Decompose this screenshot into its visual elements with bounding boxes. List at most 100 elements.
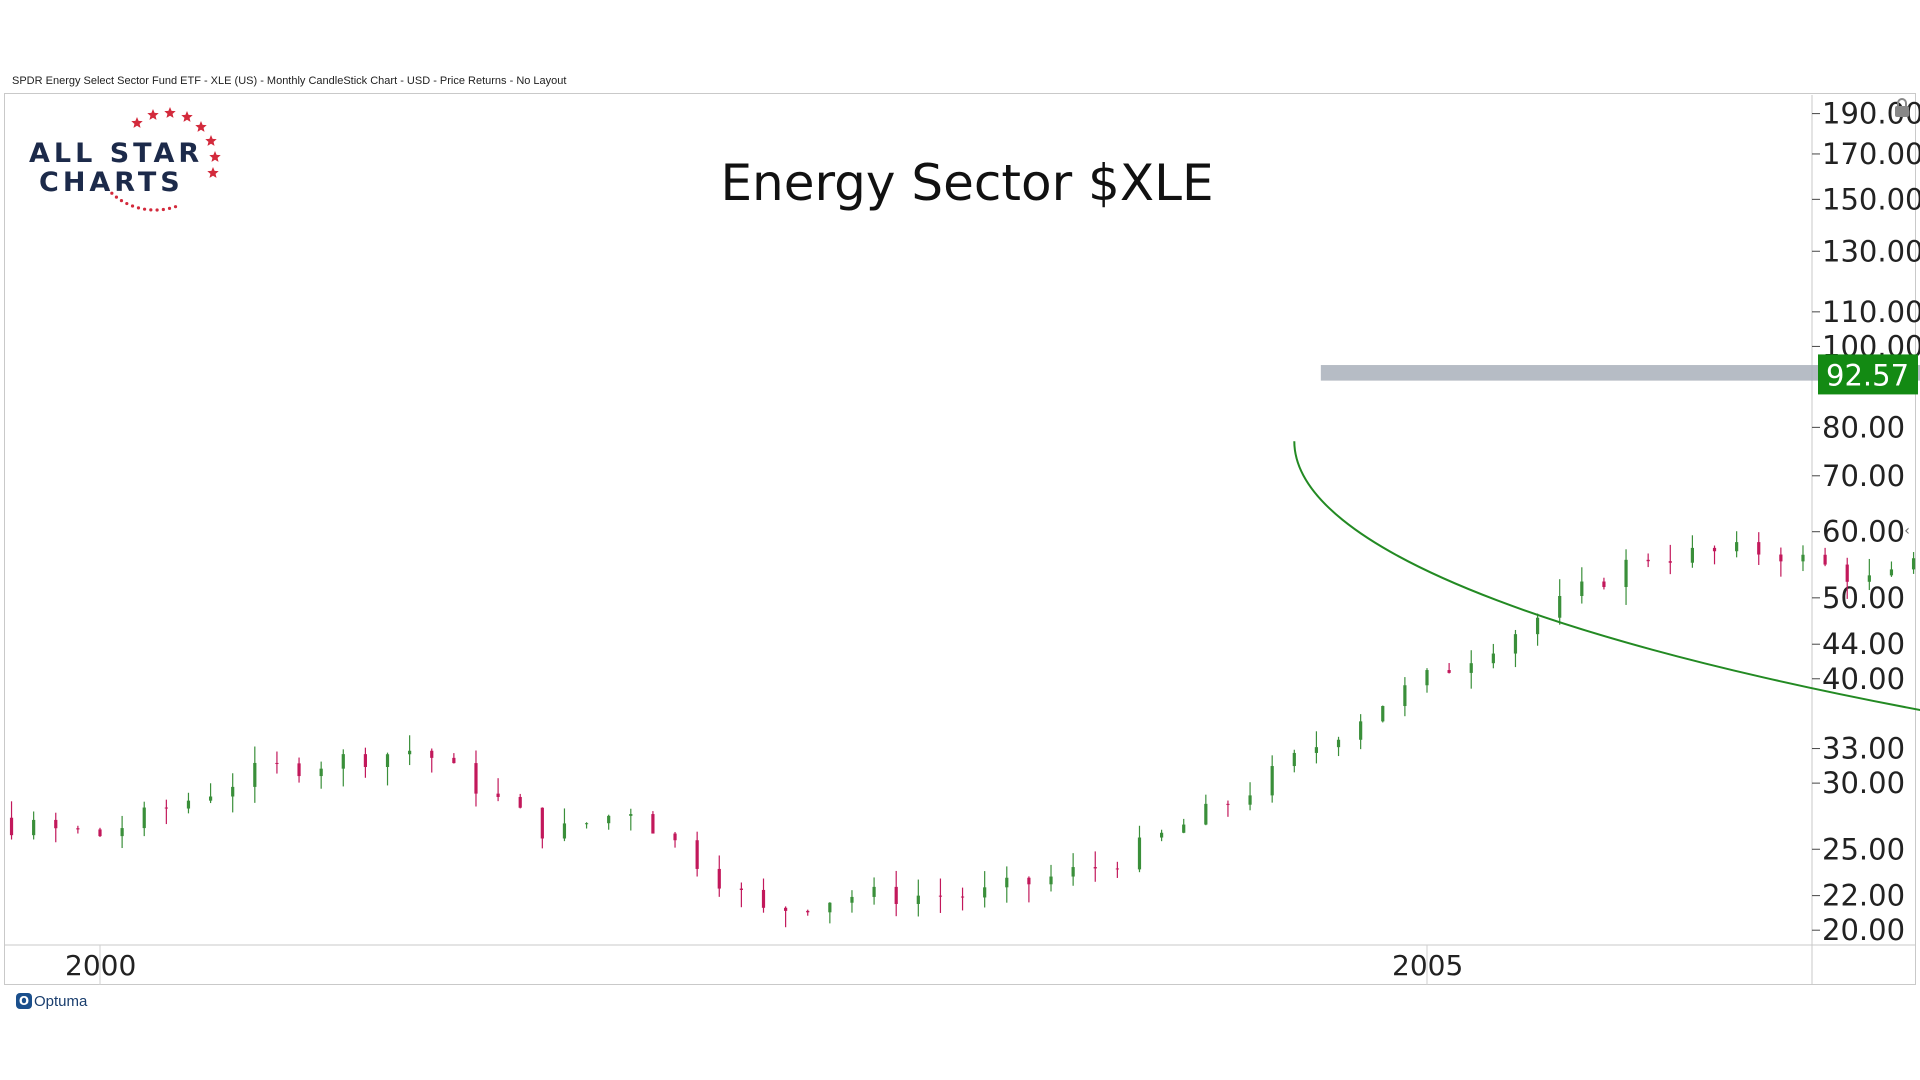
candle-body (1226, 803, 1230, 805)
candle-body (1359, 721, 1363, 740)
candle-up (1513, 629, 1518, 668)
candle-body (164, 807, 168, 809)
candle-body (1668, 561, 1672, 563)
candle-down (938, 878, 943, 913)
chevron-left-icon[interactable]: ‹ (1904, 523, 1910, 539)
lock-icon[interactable] (1893, 98, 1911, 118)
candle-up (983, 871, 987, 908)
candle-body (894, 886, 898, 904)
y-tick-label: 22.00 (1822, 879, 1905, 913)
logo-dot (167, 206, 172, 210)
candle-down (1027, 876, 1031, 903)
candle-body (231, 786, 235, 797)
candle-body (1646, 559, 1650, 562)
candle-up (584, 822, 589, 829)
logo-dot (149, 208, 153, 212)
logo-star (181, 111, 193, 122)
candle-body (1425, 670, 1429, 686)
candle-down (540, 807, 544, 849)
candle-down (496, 778, 500, 802)
candle-down (717, 855, 721, 897)
logo-dot (114, 195, 119, 199)
candle-up (385, 752, 390, 786)
candle-body (1403, 685, 1407, 707)
candle-body (828, 902, 832, 913)
candle-body (1867, 575, 1871, 582)
candle-body (1469, 663, 1473, 673)
candle-down (76, 825, 80, 834)
candle-down (275, 751, 279, 774)
candle-body (1757, 542, 1761, 555)
chart-subtitle: SPDR Energy Select Sector Fund ETF - XLE… (12, 75, 567, 87)
logo-dot (102, 182, 106, 186)
logo-line-1: ALL STAR (29, 138, 204, 169)
candle-up (1469, 650, 1473, 689)
candle-body (1602, 581, 1606, 588)
candle-down (1646, 553, 1650, 568)
last-price-badge (1818, 354, 1918, 395)
y-tick-label: 50.00 (1822, 581, 1905, 615)
candle-up (1491, 643, 1495, 669)
candle-up (1292, 749, 1296, 773)
logo-star (205, 135, 217, 146)
candle-body (938, 895, 943, 897)
candle-body (1735, 542, 1739, 552)
candle-up (1005, 866, 1009, 903)
candle-down (297, 757, 301, 783)
logo-line-2: CHARTS (39, 167, 184, 198)
y-tick-label: 25.00 (1822, 832, 1905, 866)
candle-body (540, 807, 544, 839)
candle-body (1712, 547, 1717, 552)
candle-down (1447, 663, 1451, 674)
candle-up (1359, 714, 1363, 750)
candle-body (1558, 596, 1562, 618)
candle-up (872, 877, 876, 905)
candle-up (1204, 794, 1208, 826)
candle-body (430, 750, 434, 758)
logo-star (147, 109, 159, 120)
candle-up (1735, 531, 1739, 558)
candle-body (1160, 832, 1164, 838)
candle-down (739, 882, 743, 908)
candle-down (1668, 544, 1672, 575)
logo-dot (142, 207, 147, 211)
x-tick-label: 2000 (65, 949, 136, 982)
candle-down (363, 747, 367, 778)
candle-up (1911, 552, 1916, 574)
candle-body (1270, 766, 1274, 796)
candle-body (562, 823, 567, 839)
candle-down (54, 812, 58, 843)
candle-body (983, 887, 987, 898)
candle-down (673, 831, 677, 848)
logo-dot (130, 204, 135, 208)
resistance-band (1320, 365, 1920, 381)
candle-body (9, 817, 14, 836)
candle-body (32, 819, 36, 836)
candle-body (1292, 752, 1296, 767)
candle-body (275, 762, 279, 764)
y-tick-label: 170.00 (1822, 137, 1920, 171)
candle-up (32, 811, 36, 840)
candle-body (208, 796, 213, 801)
x-tick-label: 2005 (1392, 949, 1463, 982)
candle-up (850, 890, 854, 913)
logo-star (209, 151, 221, 162)
candle-body (1182, 824, 1186, 833)
candle-body (253, 762, 257, 787)
candle-up (607, 814, 611, 830)
candle-body (385, 754, 390, 768)
logo-dot (119, 198, 124, 203)
candle-body (1823, 554, 1827, 565)
candle-body (1535, 617, 1540, 635)
candle-up (1182, 818, 1186, 834)
candle-up (1071, 853, 1075, 886)
candle-body (651, 814, 655, 834)
logo-dot (125, 201, 129, 206)
candle-down (9, 801, 14, 840)
candle-body (98, 829, 102, 837)
candle-body (916, 895, 920, 904)
candle-body (1779, 554, 1783, 562)
candle-up (341, 749, 345, 787)
candle-up (1336, 736, 1341, 757)
